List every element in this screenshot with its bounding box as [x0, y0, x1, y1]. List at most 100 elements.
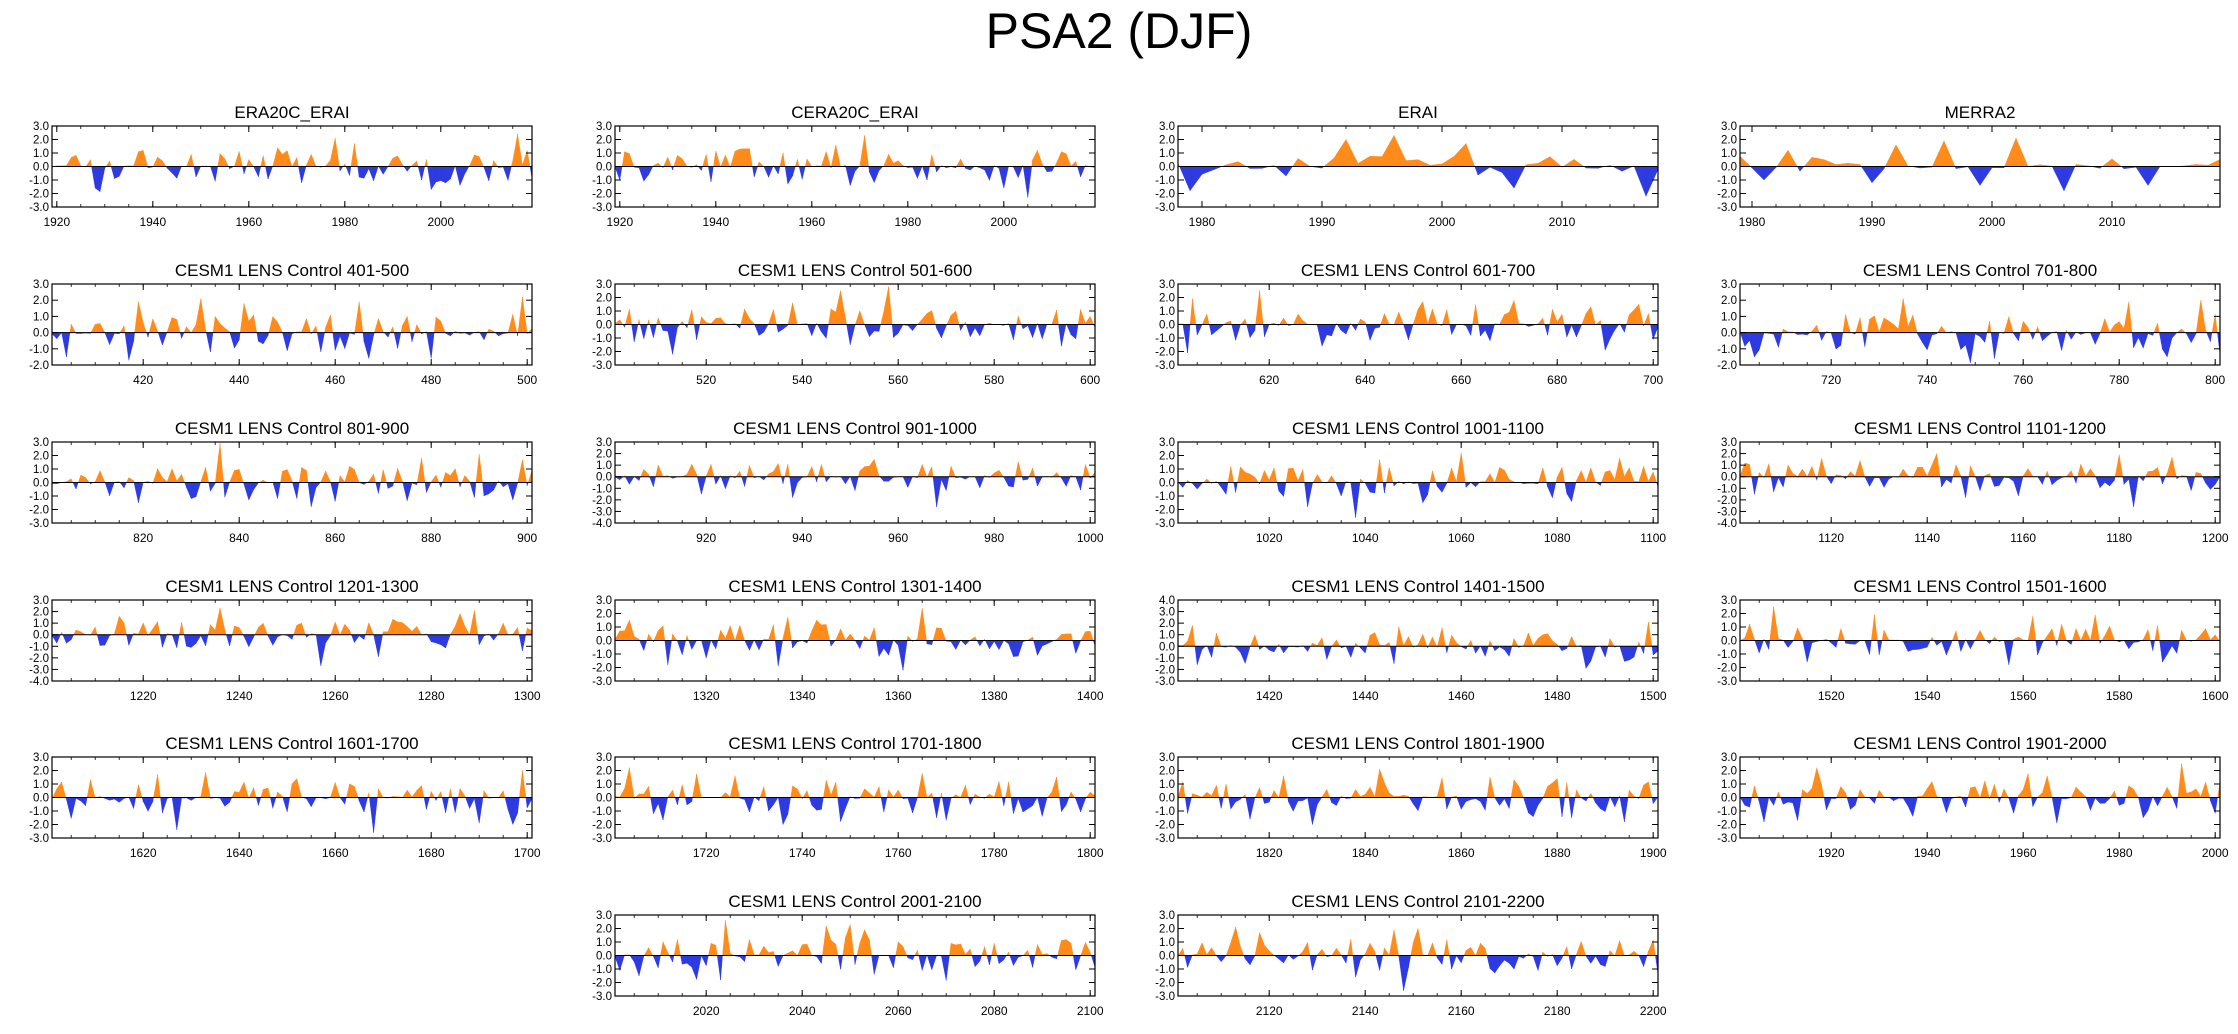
panel-title: CESM1 LENS Control 501-600 [738, 261, 972, 280]
y-tick-label: 0.0 [596, 162, 612, 174]
y-tick-label: 3.0 [1159, 752, 1175, 764]
x-tick-label: 860 [325, 531, 345, 545]
plot-frame [1739, 283, 2221, 366]
x-tick-label: 1220 [130, 689, 157, 703]
y-tick-label: -1.0 [1155, 175, 1175, 187]
y-tick-label: 3.0 [1721, 279, 1737, 291]
x-tick-label: 1920 [606, 215, 633, 229]
positive-anomaly-area [614, 608, 1095, 641]
y-tick-label: -1.0 [29, 175, 49, 187]
x-tick-label: 1820 [1256, 846, 1283, 860]
y-tick-label: -3.0 [1717, 202, 1737, 214]
x-tick-label: 740 [1917, 373, 1937, 387]
y-tick-label: 0.0 [1159, 478, 1175, 490]
negative-anomaly-area [1740, 476, 2221, 507]
y-tick-label: 3.0 [33, 279, 49, 291]
negative-anomaly-area [1740, 332, 2221, 363]
positive-anomaly-area [52, 770, 532, 798]
y-tick-label: -2.0 [1155, 664, 1175, 676]
x-tick-label: 500 [517, 373, 537, 387]
x-tick-label: 2040 [789, 1004, 816, 1018]
panel-6: CESM1 LENS Control 501-600 3.0 2.01.0 0.0-1… [592, 261, 1100, 387]
x-tick-label: 1080 [1544, 531, 1571, 545]
panel-title: CESM1 LENS Control 1101-1200 [1854, 419, 2106, 438]
x-tick-label: 1620 [130, 846, 157, 860]
y-tick-label: -1.0 [29, 344, 49, 356]
x-tick-label: 1440 [1352, 689, 1379, 703]
y-tick-label: -3.0 [1155, 518, 1175, 530]
x-tick-label: 900 [517, 531, 537, 545]
y-tick-label: 3.0 [33, 752, 49, 764]
negative-anomaly-area [1740, 640, 2221, 665]
y-tick-label: -2.0 [1717, 820, 1737, 832]
y-tick-label: 2.0 [33, 451, 49, 463]
y-tick-label: 0.0 [33, 328, 49, 340]
negative-anomaly-area [615, 640, 1096, 671]
positive-anomaly-area [1177, 290, 1658, 325]
x-tick-label: 2160 [1448, 1004, 1475, 1018]
y-tick-label: -1.0 [1717, 175, 1737, 187]
y-tick-label: 0.0 [1159, 162, 1175, 174]
y-tick-label: -1.0 [592, 483, 612, 495]
y-tick-label: -1.0 [1155, 964, 1175, 976]
y-tick-label: 0.0 [33, 793, 49, 805]
panel-10: CESM1 LENS Control 901-10003.02.01.00.0-… [592, 419, 1104, 545]
y-tick-label: -3.0 [1155, 360, 1175, 372]
negative-anomaly-area [615, 324, 1096, 355]
x-tick-label: 460 [325, 373, 345, 387]
y-tick-label: 2.0 [1159, 924, 1175, 936]
x-tick-label: 1640 [226, 846, 253, 860]
x-tick-label: 1200 [2202, 531, 2229, 545]
x-tick-label: 1000 [1077, 531, 1104, 545]
negative-anomaly-area [51, 482, 532, 507]
x-tick-label: 540 [792, 373, 812, 387]
positive-anomaly-area [1739, 138, 2221, 167]
negative-anomaly-area [1740, 166, 2220, 191]
x-tick-label: 2120 [1256, 1004, 1283, 1018]
y-tick-label: 3.0 [33, 437, 49, 449]
y-tick-label: 4.0 [1159, 595, 1175, 607]
x-tick-label: 940 [792, 531, 812, 545]
y-tick-label: 3.0 [1721, 595, 1737, 607]
panel-title: ERA20C_ERAI [234, 103, 349, 122]
x-tick-label: 1300 [514, 689, 541, 703]
y-tick-label: 2.0 [1159, 293, 1175, 305]
x-tick-label: 660 [1451, 373, 1471, 387]
y-tick-label: -2.0 [592, 978, 612, 990]
y-tick-label: -3.0 [592, 991, 612, 1003]
x-tick-label: 2000 [2202, 846, 2229, 860]
panel-title: CESM1 LENS Control 1001-1100 [1292, 419, 1544, 438]
positive-anomaly-area [1177, 452, 1658, 483]
x-tick-label: 840 [229, 531, 249, 545]
x-tick-label: 1060 [1448, 531, 1475, 545]
y-tick-label: 0.0 [1159, 951, 1175, 963]
y-tick-label: 1.0 [596, 779, 612, 791]
y-tick-label: -3.0 [29, 202, 49, 214]
y-tick-label: -1.0 [1155, 491, 1175, 503]
x-tick-label: 1160 [2010, 531, 2036, 545]
x-tick-label: 1980 [2106, 846, 2133, 860]
x-tick-label: 1960 [2010, 846, 2037, 860]
x-tick-label: 1990 [1859, 215, 1886, 229]
y-tick-label: -3.0 [29, 833, 49, 845]
y-tick-label: -2.0 [592, 495, 612, 507]
y-tick-label: 0.0 [596, 472, 612, 484]
x-tick-label: 1580 [2106, 689, 2133, 703]
x-tick-label: 1360 [885, 689, 912, 703]
y-tick-label: -3.0 [592, 676, 612, 688]
y-tick-label: -3.0 [592, 202, 612, 214]
negative-anomaly-area [615, 797, 1095, 825]
negative-anomaly-area [614, 476, 1095, 507]
x-tick-label: 1420 [1256, 689, 1283, 703]
y-tick-label: -1.0 [1717, 483, 1737, 495]
x-tick-label: 1540 [1914, 689, 1941, 703]
negative-anomaly-area [1178, 166, 1659, 197]
y-tick-label: -2.0 [29, 820, 49, 832]
x-tick-label: 1260 [322, 689, 349, 703]
panel-title: CESM1 LENS Control 1901-2000 [1853, 734, 2106, 753]
y-tick-label: -4.0 [1717, 518, 1737, 530]
x-tick-label: 440 [229, 373, 249, 387]
x-tick-label: 720 [1821, 373, 1841, 387]
x-tick-label: 1140 [1914, 531, 1940, 545]
